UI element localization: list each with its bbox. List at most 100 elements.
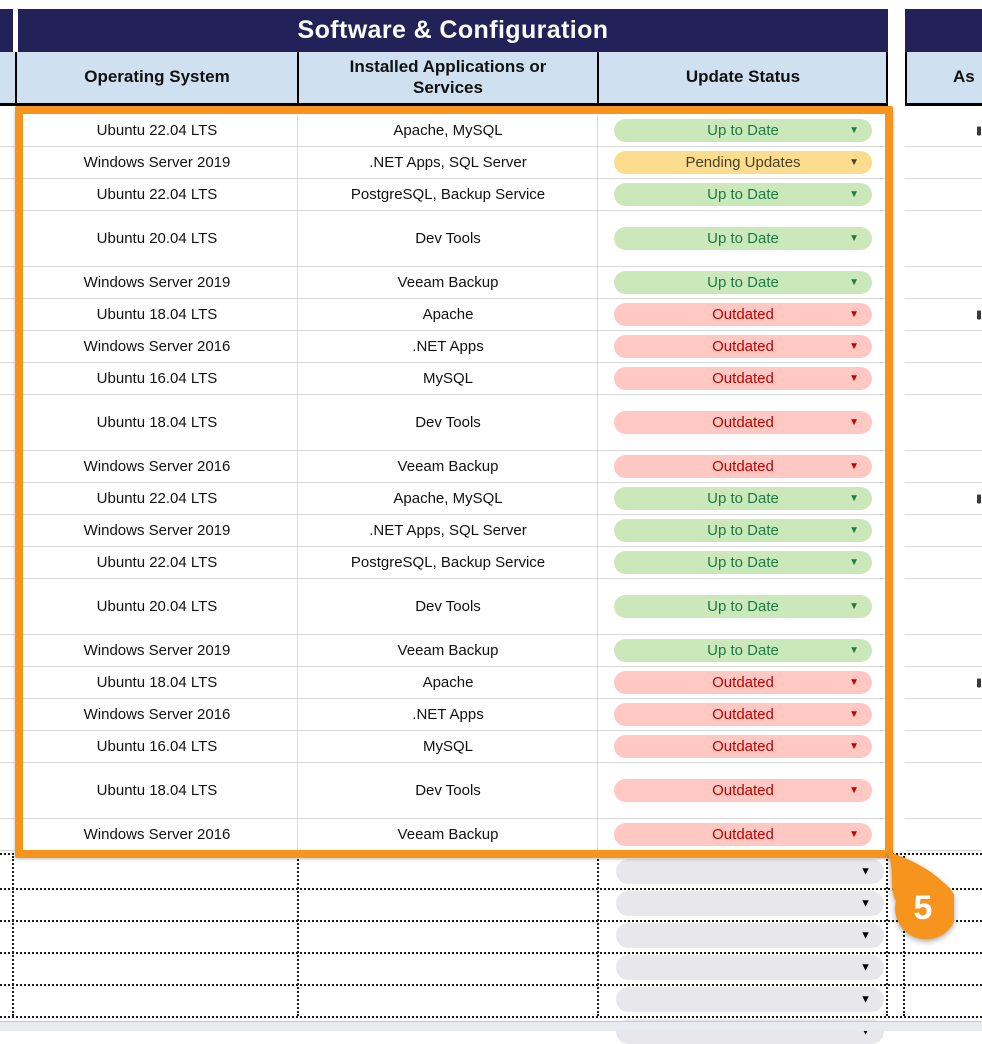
os-cell[interactable]: Windows Server 2016 bbox=[83, 338, 231, 355]
os-cell[interactable]: Windows Server 2019 bbox=[83, 522, 231, 539]
chevron-down-icon[interactable]: ▼ bbox=[849, 460, 859, 472]
status-dropdown[interactable]: Outdated ▼ bbox=[614, 823, 872, 846]
apps-cell[interactable]: Dev Tools bbox=[415, 414, 481, 431]
chevron-down-icon[interactable]: ▼ bbox=[849, 276, 859, 288]
empty-status-dropdown[interactable]: ▼ bbox=[616, 891, 884, 916]
apps-cell[interactable]: Apache bbox=[422, 674, 474, 691]
status-dropdown[interactable]: Up to Date ▼ bbox=[614, 183, 872, 206]
status-cell[interactable]: Pending Updates ▼ bbox=[598, 147, 888, 178]
apps-cell[interactable]: .NET Apps bbox=[412, 706, 484, 723]
apps-cell[interactable]: MySQL bbox=[422, 738, 473, 755]
chevron-down-icon[interactable]: ▼ bbox=[860, 929, 871, 941]
apps-cell[interactable]: .NET Apps bbox=[412, 338, 484, 355]
empty-status-dropdown[interactable]: ▼ bbox=[616, 987, 884, 1012]
os-cell[interactable]: Windows Server 2016 bbox=[83, 706, 231, 723]
status-cell[interactable]: Outdated ▼ bbox=[598, 363, 888, 394]
chevron-down-icon[interactable]: ▼ bbox=[849, 740, 859, 752]
status-cell[interactable]: Up to Date ▼ bbox=[598, 579, 888, 634]
status-cell[interactable]: Outdated ▼ bbox=[598, 731, 888, 762]
os-cell[interactable]: Windows Server 2019 bbox=[83, 642, 231, 659]
os-cell[interactable]: Ubuntu 18.04 LTS bbox=[96, 306, 218, 323]
status-cell[interactable]: Up to Date ▼ bbox=[598, 635, 888, 666]
apps-cell[interactable]: Veeam Backup bbox=[397, 458, 499, 475]
status-cell[interactable]: Up to Date ▼ bbox=[598, 547, 888, 578]
status-cell[interactable]: Up to Date ▼ bbox=[598, 179, 888, 210]
status-cell[interactable]: Outdated ▼ bbox=[598, 763, 888, 818]
os-cell[interactable]: Ubuntu 16.04 LTS bbox=[96, 370, 218, 387]
apps-cell[interactable]: Veeam Backup bbox=[397, 642, 499, 659]
chevron-down-icon[interactable]: ▼ bbox=[849, 784, 859, 796]
chevron-down-icon[interactable]: ▼ bbox=[860, 993, 871, 1005]
status-cell[interactable]: Outdated ▼ bbox=[598, 331, 888, 362]
chevron-down-icon[interactable]: ▼ bbox=[849, 156, 859, 168]
apps-cell[interactable]: Dev Tools bbox=[415, 782, 481, 799]
os-cell[interactable]: Ubuntu 22.04 LTS bbox=[96, 554, 218, 571]
chevron-down-icon[interactable]: ▼ bbox=[849, 416, 859, 428]
chevron-down-icon[interactable]: ▼ bbox=[849, 492, 859, 504]
chevron-down-icon[interactable]: ▼ bbox=[860, 897, 871, 909]
apps-cell[interactable]: Veeam Backup bbox=[397, 274, 499, 291]
status-cell[interactable]: Up to Date ▼ bbox=[598, 515, 888, 546]
status-cell[interactable]: Up to Date ▼ bbox=[598, 211, 888, 266]
empty-status-dropdown[interactable]: ▼ bbox=[616, 859, 884, 884]
status-dropdown[interactable]: Up to Date ▼ bbox=[614, 639, 872, 662]
apps-cell[interactable]: Dev Tools bbox=[415, 230, 481, 247]
status-cell[interactable]: Up to Date ▼ bbox=[598, 115, 888, 146]
empty-status-dropdown[interactable]: ▼ bbox=[616, 955, 884, 980]
os-cell[interactable]: Windows Server 2016 bbox=[83, 458, 231, 475]
os-cell[interactable]: Windows Server 2019 bbox=[83, 154, 231, 171]
chevron-down-icon[interactable]: ▼ bbox=[849, 372, 859, 384]
chevron-down-icon[interactable]: ▼ bbox=[849, 676, 859, 688]
os-cell[interactable]: Ubuntu 22.04 LTS bbox=[96, 490, 218, 507]
status-cell[interactable]: Outdated ▼ bbox=[598, 299, 888, 330]
chevron-down-icon[interactable]: ▼ bbox=[849, 308, 859, 320]
chevron-down-icon[interactable]: ▼ bbox=[849, 124, 859, 136]
apps-cell[interactable]: PostgreSQL, Backup Service bbox=[350, 186, 546, 203]
status-dropdown[interactable]: Outdated ▼ bbox=[614, 411, 872, 434]
status-cell[interactable]: Outdated ▼ bbox=[598, 667, 888, 698]
os-cell[interactable]: Windows Server 2019 bbox=[83, 274, 231, 291]
status-dropdown[interactable]: Outdated ▼ bbox=[614, 303, 872, 326]
status-cell[interactable]: Outdated ▼ bbox=[598, 699, 888, 730]
apps-cell[interactable]: Apache, MySQL bbox=[393, 490, 503, 507]
status-dropdown[interactable]: Up to Date ▼ bbox=[614, 519, 872, 542]
status-dropdown[interactable]: Outdated ▼ bbox=[614, 455, 872, 478]
status-dropdown[interactable]: Outdated ▼ bbox=[614, 335, 872, 358]
status-cell[interactable]: Outdated ▼ bbox=[598, 451, 888, 482]
status-dropdown[interactable]: Outdated ▼ bbox=[614, 671, 872, 694]
status-dropdown[interactable]: Outdated ▼ bbox=[614, 703, 872, 726]
apps-cell[interactable]: Veeam Backup bbox=[397, 826, 499, 843]
status-cell[interactable]: Up to Date ▼ bbox=[598, 267, 888, 298]
status-cell[interactable]: Outdated ▼ bbox=[598, 395, 888, 450]
status-dropdown[interactable]: Up to Date ▼ bbox=[614, 227, 872, 250]
status-dropdown[interactable]: Up to Date ▼ bbox=[614, 551, 872, 574]
os-cell[interactable]: Ubuntu 22.04 LTS bbox=[96, 186, 218, 203]
os-cell[interactable]: Ubuntu 18.04 LTS bbox=[96, 782, 218, 799]
apps-cell[interactable]: Apache, MySQL bbox=[393, 122, 503, 139]
apps-cell[interactable]: MySQL bbox=[422, 370, 473, 387]
status-dropdown[interactable]: Up to Date ▼ bbox=[614, 595, 872, 618]
chevron-down-icon[interactable]: ▼ bbox=[849, 340, 859, 352]
status-dropdown[interactable]: Up to Date ▼ bbox=[614, 119, 872, 142]
chevron-down-icon[interactable]: ▼ bbox=[849, 708, 859, 720]
apps-cell[interactable]: Apache bbox=[422, 306, 474, 323]
status-dropdown[interactable]: Outdated ▼ bbox=[614, 735, 872, 758]
status-dropdown[interactable]: Up to Date ▼ bbox=[614, 487, 872, 510]
chevron-down-icon[interactable]: ▼ bbox=[849, 188, 859, 200]
os-cell[interactable]: Ubuntu 22.04 LTS bbox=[96, 122, 218, 139]
chevron-down-icon[interactable]: ▼ bbox=[849, 600, 859, 612]
status-dropdown[interactable]: Pending Updates ▼ bbox=[614, 151, 872, 174]
chevron-down-icon[interactable]: ▼ bbox=[860, 961, 871, 973]
os-cell[interactable]: Ubuntu 20.04 LTS bbox=[96, 230, 218, 247]
os-cell[interactable]: Ubuntu 16.04 LTS bbox=[96, 738, 218, 755]
apps-cell[interactable]: .NET Apps, SQL Server bbox=[369, 154, 527, 171]
apps-cell[interactable]: Dev Tools bbox=[415, 598, 481, 615]
status-cell[interactable]: Outdated ▼ bbox=[598, 819, 888, 850]
chevron-down-icon[interactable]: ▼ bbox=[849, 828, 859, 840]
apps-cell[interactable]: PostgreSQL, Backup Service bbox=[350, 554, 546, 571]
empty-status-dropdown[interactable]: ▼ bbox=[616, 923, 884, 948]
chevron-down-icon[interactable]: ▼ bbox=[849, 556, 859, 568]
status-dropdown[interactable]: Up to Date ▼ bbox=[614, 271, 872, 294]
status-cell[interactable]: Up to Date ▼ bbox=[598, 483, 888, 514]
os-cell[interactable]: Ubuntu 18.04 LTS bbox=[96, 414, 218, 431]
